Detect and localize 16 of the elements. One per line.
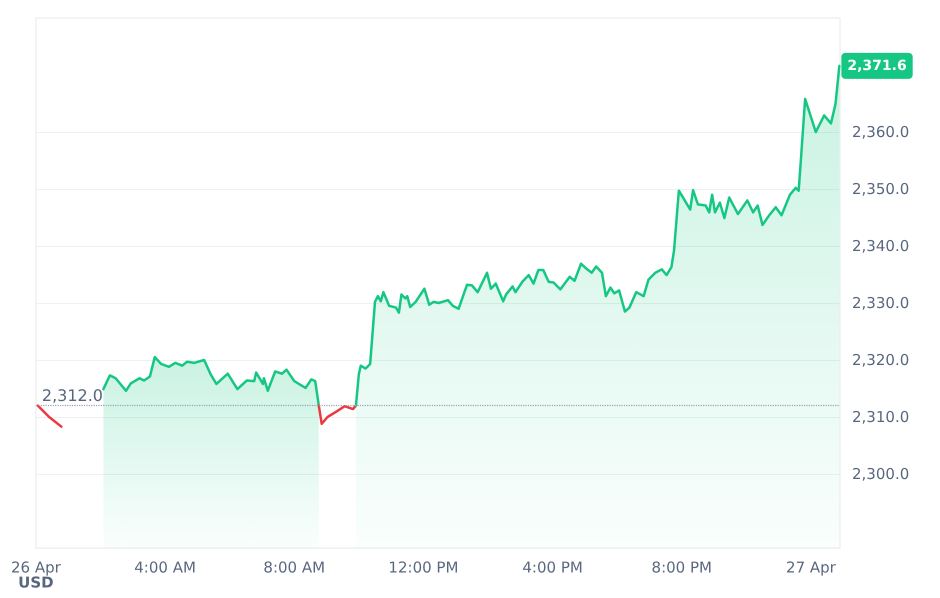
line-series — [318, 404, 358, 426]
x-tick-label: 4:00 AM — [134, 558, 196, 577]
y-tick-label: 2,300.0 — [852, 465, 910, 483]
y-tick-label: 2,350.0 — [852, 180, 910, 198]
x-tick-label: 8:00 AM — [263, 558, 326, 577]
y-tick-label: 2,340.0 — [852, 237, 910, 255]
y-tick-label: 2,330.0 — [852, 294, 910, 312]
x-tick-label: 12:00 PM — [388, 558, 458, 577]
x-tick-label: 4:00 PM — [522, 558, 583, 577]
y-tick-label: 2,310.0 — [852, 408, 910, 426]
x-tick-label: 8:00 PM — [652, 558, 712, 577]
y-tick-label: 2,320.0 — [852, 351, 910, 369]
x-tick-label: 27 Apr — [786, 558, 837, 577]
ref-line-label: 2,312.0 — [42, 386, 103, 406]
y-tick-label: 2,360.0 — [852, 123, 910, 141]
annotation: 2,371.6 — [847, 58, 907, 74]
